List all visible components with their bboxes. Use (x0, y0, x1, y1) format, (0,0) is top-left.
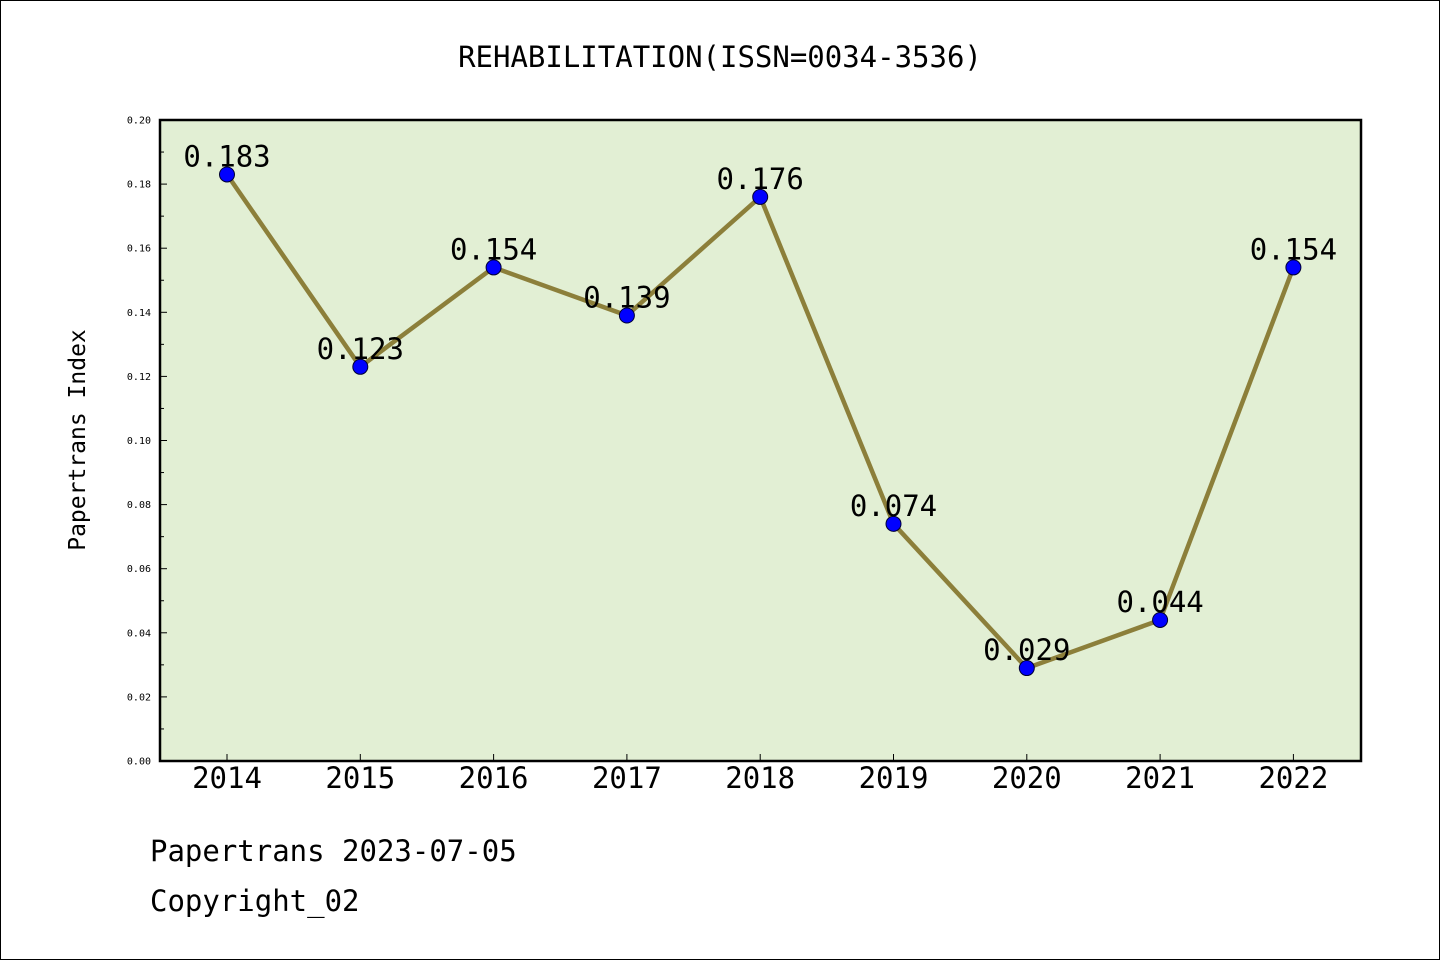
footer-source: Papertrans 2023-07-05 (150, 834, 517, 868)
data-point (219, 166, 235, 183)
x-tick-label: 2016 (459, 761, 529, 795)
data-point (485, 259, 502, 276)
data-point (752, 188, 769, 205)
data-point (618, 307, 635, 324)
y-tick-label: 0.06 (127, 564, 151, 575)
x-axis: 2014 2015 2016 2017 2018 2019 2020 2021 2022 (192, 754, 1328, 795)
data-point (1285, 259, 1302, 276)
x-tick-label: 2022 (1258, 761, 1328, 795)
data-point (885, 515, 902, 532)
x-tick-label: 2015 (325, 761, 395, 795)
plot-area (158, 118, 1363, 763)
data-label: 0.123 (317, 332, 404, 366)
y-tick-label: 0.14 (127, 308, 151, 319)
y-tick-label: 0.00 (127, 757, 151, 768)
data-point (1018, 660, 1035, 677)
data-label: 0.183 (183, 139, 270, 173)
data-label: 0.154 (450, 232, 537, 266)
footer-copyright: Copyright_02 (150, 884, 360, 918)
x-tick-label: 2014 (192, 761, 262, 795)
x-tick-label: 2021 (1125, 761, 1195, 795)
y-tick-label: 0.02 (127, 692, 151, 703)
data-label: 0.139 (583, 281, 670, 315)
data-label: 0.176 (717, 162, 804, 196)
x-tick-label: 2019 (859, 761, 929, 795)
y-tick-label: 0.20 (127, 116, 151, 127)
data-label: 0.029 (983, 633, 1070, 667)
data-label: 0.044 (1116, 585, 1203, 619)
marker-group (219, 166, 1302, 677)
y-tick-label: 0.16 (127, 244, 151, 255)
chart-title: REHABILITATION(ISSN=0034-3536) (458, 40, 982, 74)
x-tick-label: 2018 (725, 761, 795, 795)
y-tick-label: 0.10 (127, 436, 151, 447)
y-tick-label: 0.18 (127, 180, 151, 191)
data-label-group: 0.183 0.123 0.154 0.139 0.176 0.074 0.029 0.044… (183, 139, 1337, 667)
x-tick-label: 2017 (592, 761, 662, 795)
y-tick-label: 0.12 (127, 372, 151, 383)
data-label: 0.074 (850, 489, 937, 523)
data-point (352, 358, 369, 375)
y-axis-label: Papertrans Index (65, 329, 91, 551)
x-tick-label: 2020 (992, 761, 1062, 795)
y-tick-label: 0.04 (127, 628, 151, 639)
data-point (1152, 611, 1169, 628)
y-axis: 0.00 0.02 0.04 0.06 0.08 0.10 0.12 0.14 0.16 0.18… (127, 116, 167, 768)
data-label: 0.154 (1250, 232, 1337, 266)
y-tick-label: 0.08 (127, 500, 151, 511)
